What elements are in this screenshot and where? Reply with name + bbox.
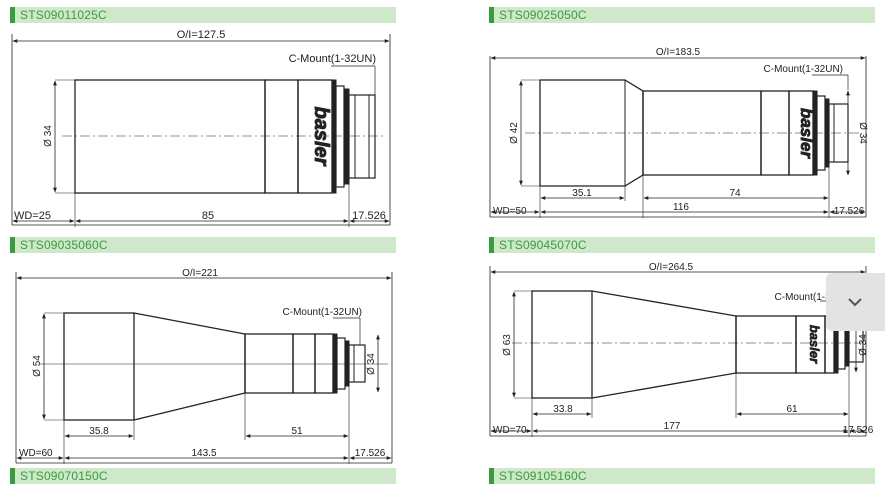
length-label: 177 (664, 421, 681, 432)
dimension-labels-d3: O/I=221 C-Mount(1-32UN) Ø 54 Ø 34 35.8 5… (19, 268, 386, 459)
section-header-sts09035060c: STS09035060C (10, 237, 396, 253)
section-header-label: STS09035060C (20, 238, 108, 252)
lens-drawing-sts09025050c (489, 56, 867, 218)
length-label: 85 (202, 210, 214, 222)
mid-length-label: 61 (786, 404, 798, 415)
basler-logo: basler (310, 107, 332, 167)
section-header-label: STS09011025C (20, 8, 107, 22)
back-focal-label: 17.526 (834, 206, 865, 217)
diameter-right-label: Ø 34 (858, 334, 869, 356)
side-panel-toggle[interactable] (826, 273, 885, 331)
section-header-sts09025050c: STS09025050C (489, 7, 875, 23)
back-focal-label: 17.526 (843, 425, 874, 436)
diameter-left-label: Ø 63 (502, 334, 513, 356)
front-length-label: 33.8 (553, 404, 573, 415)
section-header-sts09070150c: STS09070150C (10, 468, 396, 484)
front-length-label: 35.8 (89, 426, 109, 437)
diameter-label: Ø 34 (43, 125, 54, 147)
oi-label: O/I=264.5 (649, 262, 694, 273)
c-mount-label: C-Mount(1-32UN) (775, 292, 854, 303)
basler-logo: basler (797, 108, 816, 159)
dimension-labels-d1: O/I=127.5 C-Mount(1-32UN) Ø 34 WD=25 85 … (14, 29, 386, 222)
c-mount-label: C-Mount(1-32UN) (283, 307, 362, 318)
diameter-right-label: Ø 34 (857, 122, 868, 144)
dimension-labels-d2: O/I=183.5 C-Mount(1-32UN) Ø 42 Ø 34 35.1… (493, 47, 868, 217)
lens-drawing-sts09011025c (11, 34, 391, 227)
diameter-left-label: Ø 42 (509, 122, 520, 144)
length-label: 143.5 (191, 448, 216, 459)
section-header-label: STS09025050C (499, 8, 587, 22)
section-header-label: STS09105160C (499, 469, 587, 483)
back-focal-label: 17.526 (352, 210, 386, 222)
section-header-label: STS09070150C (20, 469, 108, 483)
diameter-right-label: Ø 34 (366, 353, 377, 375)
section-header-sts09105160c: STS09105160C (489, 468, 875, 484)
oi-label: O/I=127.5 (177, 29, 226, 41)
basler-logo: basler (807, 325, 822, 364)
wd-label: WD=25 (14, 210, 51, 222)
chevron-down-icon (848, 298, 862, 307)
c-mount-label: C-Mount(1-32UN) (764, 64, 843, 75)
back-focal-label: 17.526 (355, 448, 386, 459)
diameter-left-label: Ø 54 (32, 355, 43, 377)
lens-drawing-sts09035060c (15, 272, 393, 464)
wd-label: WD=70 (493, 425, 527, 436)
oi-label: O/I=183.5 (656, 47, 701, 58)
c-mount-label: C-Mount(1-32UN) (289, 53, 376, 65)
wd-label: WD=50 (493, 206, 527, 217)
section-header-sts09045070c: STS09045070C (489, 237, 875, 253)
mid-length-label: 51 (291, 426, 303, 437)
wd-label: WD=60 (19, 448, 53, 459)
dimension-labels-d4: O/I=264.5 C-Mount(1-32UN) Ø 63 Ø 34 33.8… (493, 262, 874, 436)
oi-label: O/I=221 (182, 268, 218, 279)
length-label: 116 (673, 202, 689, 213)
front-length-label: 35.1 (572, 188, 592, 199)
section-header-sts09011025c: STS09011025C (10, 7, 396, 23)
section-header-label: STS09045070C (499, 238, 587, 252)
mid-length-label: 74 (729, 188, 741, 199)
lens-drawing-sts09045070c (489, 266, 867, 437)
